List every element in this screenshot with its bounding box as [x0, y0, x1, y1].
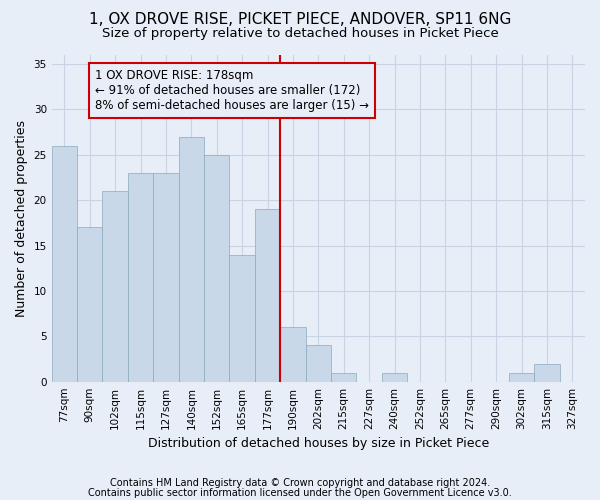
Bar	[128, 173, 153, 382]
Bar	[280, 327, 305, 382]
Text: Size of property relative to detached houses in Picket Piece: Size of property relative to detached ho…	[101, 28, 499, 40]
Text: 1 OX DROVE RISE: 178sqm
← 91% of detached houses are smaller (172)
8% of semi-de: 1 OX DROVE RISE: 178sqm ← 91% of detache…	[95, 68, 369, 112]
Bar	[179, 136, 204, 382]
Bar	[77, 228, 103, 382]
Y-axis label: Number of detached properties: Number of detached properties	[15, 120, 28, 317]
Bar	[204, 155, 229, 382]
Bar	[103, 191, 128, 382]
Bar	[153, 173, 179, 382]
X-axis label: Distribution of detached houses by size in Picket Piece: Distribution of detached houses by size …	[148, 437, 489, 450]
Bar	[52, 146, 77, 382]
Bar	[534, 364, 560, 382]
Bar	[509, 372, 534, 382]
Bar	[305, 346, 331, 382]
Bar	[255, 210, 280, 382]
Bar	[331, 372, 356, 382]
Bar	[382, 372, 407, 382]
Text: Contains HM Land Registry data © Crown copyright and database right 2024.: Contains HM Land Registry data © Crown c…	[110, 478, 490, 488]
Bar	[229, 254, 255, 382]
Text: 1, OX DROVE RISE, PICKET PIECE, ANDOVER, SP11 6NG: 1, OX DROVE RISE, PICKET PIECE, ANDOVER,…	[89, 12, 511, 28]
Text: Contains public sector information licensed under the Open Government Licence v3: Contains public sector information licen…	[88, 488, 512, 498]
